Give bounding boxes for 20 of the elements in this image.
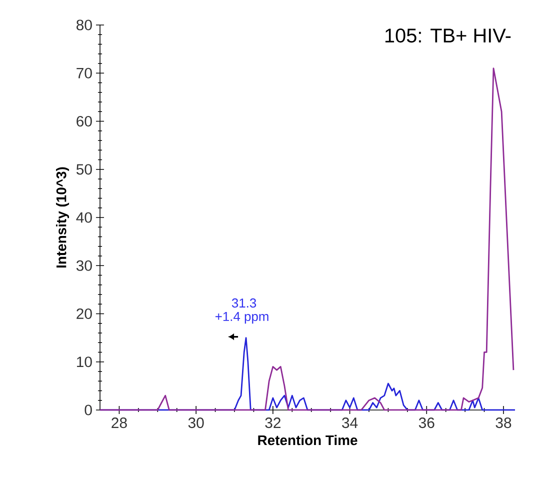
y-tick-label: 30 [76,260,92,271]
x-tick-label: 32 [265,418,280,428]
y-tick-label: 80 [76,20,92,30]
chart-title: 105: TB+ HIV- [385,28,511,43]
y-tick-label: 70 [76,68,92,78]
x-tick-label: 36 [418,418,434,428]
y-tick-label: 40 [76,212,92,223]
annotation: +1.4 ppm [215,312,268,324]
y-axis-title: Intensity (10^3) [56,167,70,268]
y-tick-label: 10 [77,356,92,368]
x-tick-label: 34 [342,418,358,428]
x-axis-title: Retention Time [258,434,358,446]
x-tick-label: 30 [188,418,204,428]
x-tick-label: 38 [496,418,512,428]
y-tick-label: 0 [84,404,92,416]
y-tick-label: 20 [76,308,92,320]
annotation: 31.3 [232,298,256,308]
y-tick-label: 50 [76,164,92,175]
y-tick-label: 60 [76,116,92,127]
x-tick-label: 28 [112,418,127,428]
